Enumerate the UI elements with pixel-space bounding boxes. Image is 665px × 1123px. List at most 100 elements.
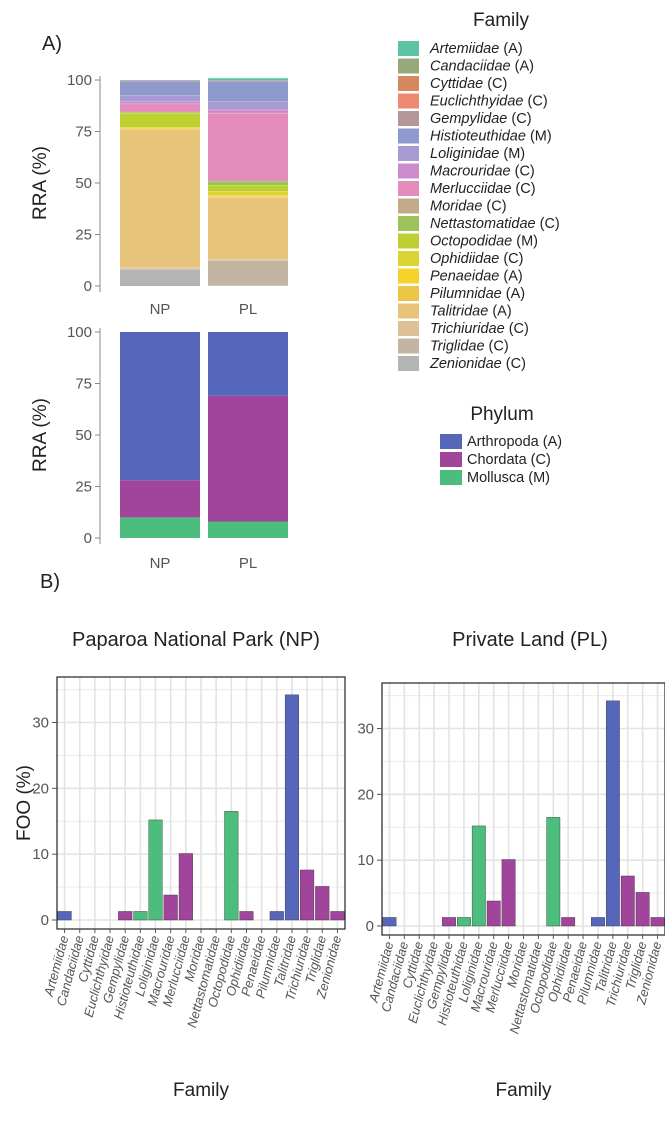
legend-label: Moridae (C): [430, 199, 507, 215]
bar-segment: [120, 95, 200, 102]
legend-label: Euclichthyidae (C): [430, 94, 548, 110]
y-tick-label: 50: [75, 427, 92, 444]
bar: [133, 911, 148, 921]
legend-swatch: [440, 470, 462, 485]
family-legend-item: Zenionidae (C): [398, 356, 526, 372]
legend-label: Pilumnidae (A): [430, 286, 525, 302]
family-legend-item: Pilumnidae (A): [398, 286, 525, 302]
y-tick-label: 100: [67, 324, 92, 341]
legend-label: Candaciidae (A): [430, 59, 534, 75]
legends: Family Artemiidae (A) Candaciidae (A)Cytti…: [398, 10, 562, 486]
phylum-legend-item: Arthropoda (A): [440, 434, 562, 450]
bar: [300, 869, 315, 921]
legend-swatch: [398, 251, 419, 266]
bar-segment: [208, 260, 288, 285]
y-tick-label: 20: [357, 786, 374, 803]
family-legend-title: Family: [473, 10, 529, 31]
legend-swatch: [398, 356, 419, 371]
x-tick-label: PL: [239, 301, 257, 318]
y-axis-title: FOO (%): [14, 765, 35, 841]
bar-segment: [208, 101, 288, 110]
y-tick-label: 30: [357, 721, 374, 738]
family-legend-item: Merlucciidae (C): [398, 181, 536, 197]
bar: [442, 917, 456, 927]
legend-label: Ophidiidae (C): [430, 251, 524, 267]
legend-label: Zenionidae (C): [429, 356, 526, 372]
foo-pl-chart: Private Land (PL)0102030ArtemiidaeCandac…: [357, 629, 665, 1101]
legend-swatch: [398, 286, 419, 301]
bar: [382, 917, 397, 927]
y-tick-label: 0: [366, 918, 374, 935]
legend-swatch: [398, 146, 419, 161]
legend-swatch: [398, 321, 419, 336]
y-tick-label: 25: [75, 227, 92, 244]
phylum-legend-item: Chordata (C): [440, 452, 551, 468]
bar-segment: [120, 101, 200, 104]
bar-segment: [208, 395, 288, 522]
x-tick-label: NP: [150, 555, 171, 572]
bar-segment: [120, 128, 200, 130]
bar: [57, 911, 72, 921]
bar-segment: [120, 332, 200, 481]
x-axis-title: Family: [496, 1080, 552, 1101]
legend-swatch: [398, 58, 419, 74]
bar: [605, 700, 620, 927]
bar-segment: [208, 109, 288, 113]
legend-swatch: [398, 181, 419, 196]
family-legend-item: Octopodidae (M): [398, 233, 538, 250]
y-tick-label: 100: [67, 72, 92, 89]
bar-segment: [208, 180, 288, 186]
legend-label: Mollusca (M): [467, 470, 550, 486]
y-tick-label: 75: [75, 124, 92, 141]
bar-segment: [120, 269, 200, 286]
family-legend-item: Cyttidae (C): [398, 76, 507, 92]
bar-segment: [120, 103, 200, 112]
legend-label: Nettastomatidae (C): [430, 216, 560, 232]
bar-segment: [208, 284, 288, 286]
legend-swatch: [398, 198, 419, 214]
legend-label: Triglidae (C): [430, 339, 509, 355]
bar: [501, 859, 516, 927]
x-tick-label: PL: [239, 555, 257, 572]
bar: [546, 817, 561, 927]
legend-label: Arthropoda (A): [467, 434, 562, 450]
bar: [486, 900, 501, 927]
legend-swatch: [398, 93, 419, 109]
bar: [620, 875, 635, 927]
y-tick-label: 0: [84, 530, 92, 547]
legend-swatch: [398, 338, 419, 354]
family-legend-item: Macrouridae (C): [398, 163, 535, 180]
legend-swatch: [398, 163, 419, 179]
phylum-legend-item: Mollusca (M): [440, 470, 550, 486]
chart-title: Private Land (PL): [452, 629, 608, 651]
legend-label: Talitridae (A): [430, 304, 512, 320]
bar: [471, 825, 486, 927]
x-tick-label: NP: [150, 301, 171, 318]
bar: [284, 694, 299, 921]
y-tick-label: 25: [75, 479, 92, 496]
legend-swatch: [440, 434, 462, 449]
family-legend-item: Penaeidae (A): [398, 268, 523, 285]
bar: [178, 853, 193, 921]
family-legend-item: Trichiuridae (C): [398, 321, 529, 337]
family-legend-item: Moridae (C): [398, 198, 507, 215]
bar-segment: [208, 521, 288, 538]
bar-segment: [120, 480, 200, 518]
legend-swatch: [398, 303, 419, 319]
legend-label: Gempylidae (C): [430, 111, 532, 127]
bar-segment: [120, 127, 200, 129]
family-legend-item: Euclichthyidae (C): [398, 93, 548, 110]
bar-segment: [120, 112, 200, 128]
bar-segment: [208, 195, 288, 197]
bar-segment: [208, 81, 288, 102]
bar: [650, 917, 665, 927]
legend-label: Macrouridae (C): [430, 164, 535, 180]
bar-segment: [120, 267, 200, 269]
legend-label: Chordata (C): [467, 452, 551, 468]
y-tick-label: 30: [32, 715, 49, 732]
family-legend-item: Nettastomatidae (C): [398, 216, 560, 232]
family-rra-chart: 0 25 50 75 100 RRA (%) NP PL: [30, 72, 288, 318]
bar: [635, 892, 650, 927]
bar-segment: [208, 185, 288, 192]
